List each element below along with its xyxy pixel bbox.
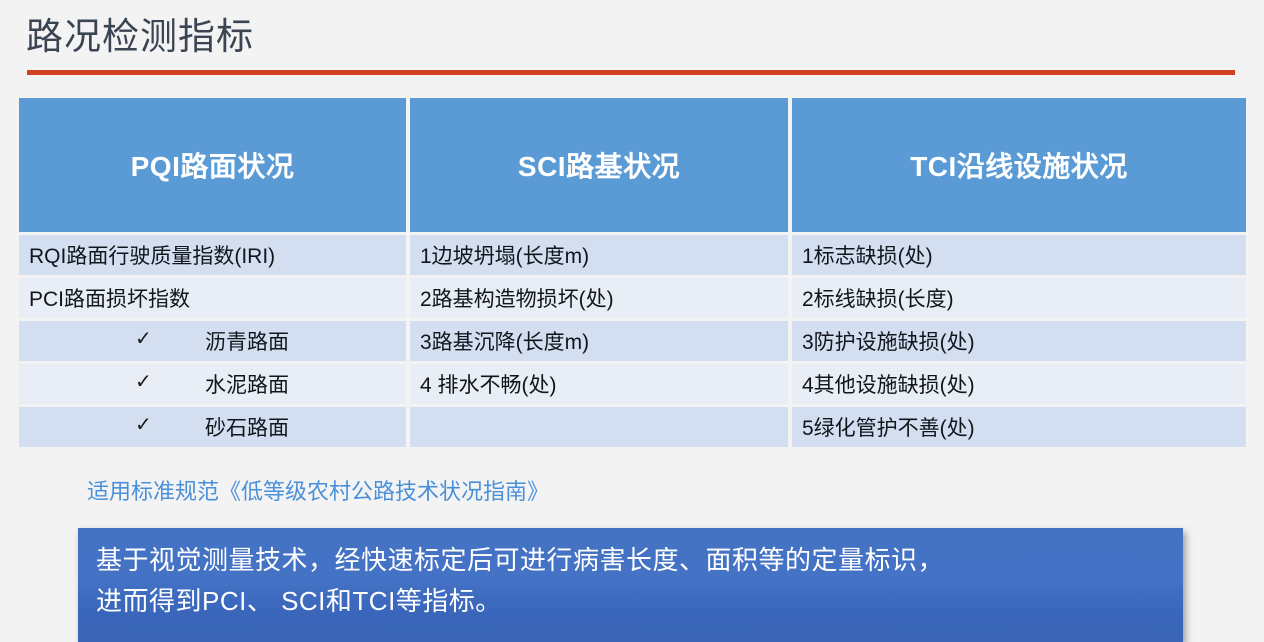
cell-tci-item: 5绿化管护不善(处) — [792, 407, 1246, 447]
table-row: ✓ 砂石路面 5绿化管护不善(处) — [19, 407, 1246, 447]
cell-sci-item: 1边坡坍塌(长度m) — [410, 235, 792, 278]
table-header-row: PQI路面状况 SCI路基状况 TCI沿线设施状况 — [19, 98, 1246, 235]
summary-callout-box: 基于视觉测量技术，经快速标定后可进行病害长度、面积等的定量标识， 进而得到PCI… — [78, 528, 1183, 642]
check-icon: ✓ — [135, 371, 152, 393]
callout-line-2: 进而得到PCI、 SCI和TCI等指标。 — [96, 586, 502, 616]
page-title: 路况检测指标 — [26, 17, 254, 58]
column-header-tci: TCI沿线设施状况 — [792, 98, 1246, 235]
cell-pqi-item: ✓ 沥青路面 — [19, 321, 410, 364]
checklist-item: ✓ 水泥路面 — [29, 369, 406, 399]
cell-tci-item: 2标线缺损(长度) — [792, 278, 1246, 321]
column-header-pqi: PQI路面状况 — [19, 98, 410, 235]
callout-line-1: 基于视觉测量技术，经快速标定后可进行病害长度、面积等的定量标识， — [96, 545, 945, 575]
road-condition-indicator-table: PQI路面状况 SCI路基状况 TCI沿线设施状况 RQI路面行驶质量指数(IR… — [19, 98, 1246, 447]
cell-sci-item: 3路基沉降(长度m) — [410, 321, 792, 364]
cell-sci-item: 2路基构造物损坏(处) — [410, 278, 792, 321]
cell-tci-item: 3防护设施缺损(处) — [792, 321, 1246, 364]
cell-tci-item: 1标志缺损(处) — [792, 235, 1246, 278]
applicable-standard-caption: 适用标准规范《低等级农村公路技术状况指南》 — [87, 479, 550, 504]
title-underline-rule — [27, 70, 1235, 75]
cell-pqi-item: ✓ 水泥路面 — [19, 364, 410, 407]
check-icon: ✓ — [135, 414, 152, 436]
checklist-item-label: 砂石路面 — [205, 417, 289, 440]
checklist-item-label: 沥青路面 — [205, 331, 289, 354]
table-row: ✓ 水泥路面 4 排水不畅(处) 4其他设施缺损(处) — [19, 364, 1246, 407]
check-icon: ✓ — [135, 328, 152, 350]
cell-sci-item — [410, 407, 792, 447]
table-row: PCI路面损坏指数 2路基构造物损坏(处) 2标线缺损(长度) — [19, 278, 1246, 321]
checklist-item: ✓ 砂石路面 — [29, 412, 406, 442]
cell-pqi-item: PCI路面损坏指数 — [19, 278, 410, 321]
table-row: ✓ 沥青路面 3路基沉降(长度m) 3防护设施缺损(处) — [19, 321, 1246, 364]
cell-pqi-item: RQI路面行驶质量指数(IRI) — [19, 235, 410, 278]
checklist-item: ✓ 沥青路面 — [29, 326, 406, 356]
checklist-item-label: 水泥路面 — [205, 374, 289, 397]
table-row: RQI路面行驶质量指数(IRI) 1边坡坍塌(长度m) 1标志缺损(处) — [19, 235, 1246, 278]
cell-tci-item: 4其他设施缺损(处) — [792, 364, 1246, 407]
cell-sci-item: 4 排水不畅(处) — [410, 364, 792, 407]
column-header-sci: SCI路基状况 — [410, 98, 792, 235]
cell-pqi-item: ✓ 砂石路面 — [19, 407, 410, 447]
